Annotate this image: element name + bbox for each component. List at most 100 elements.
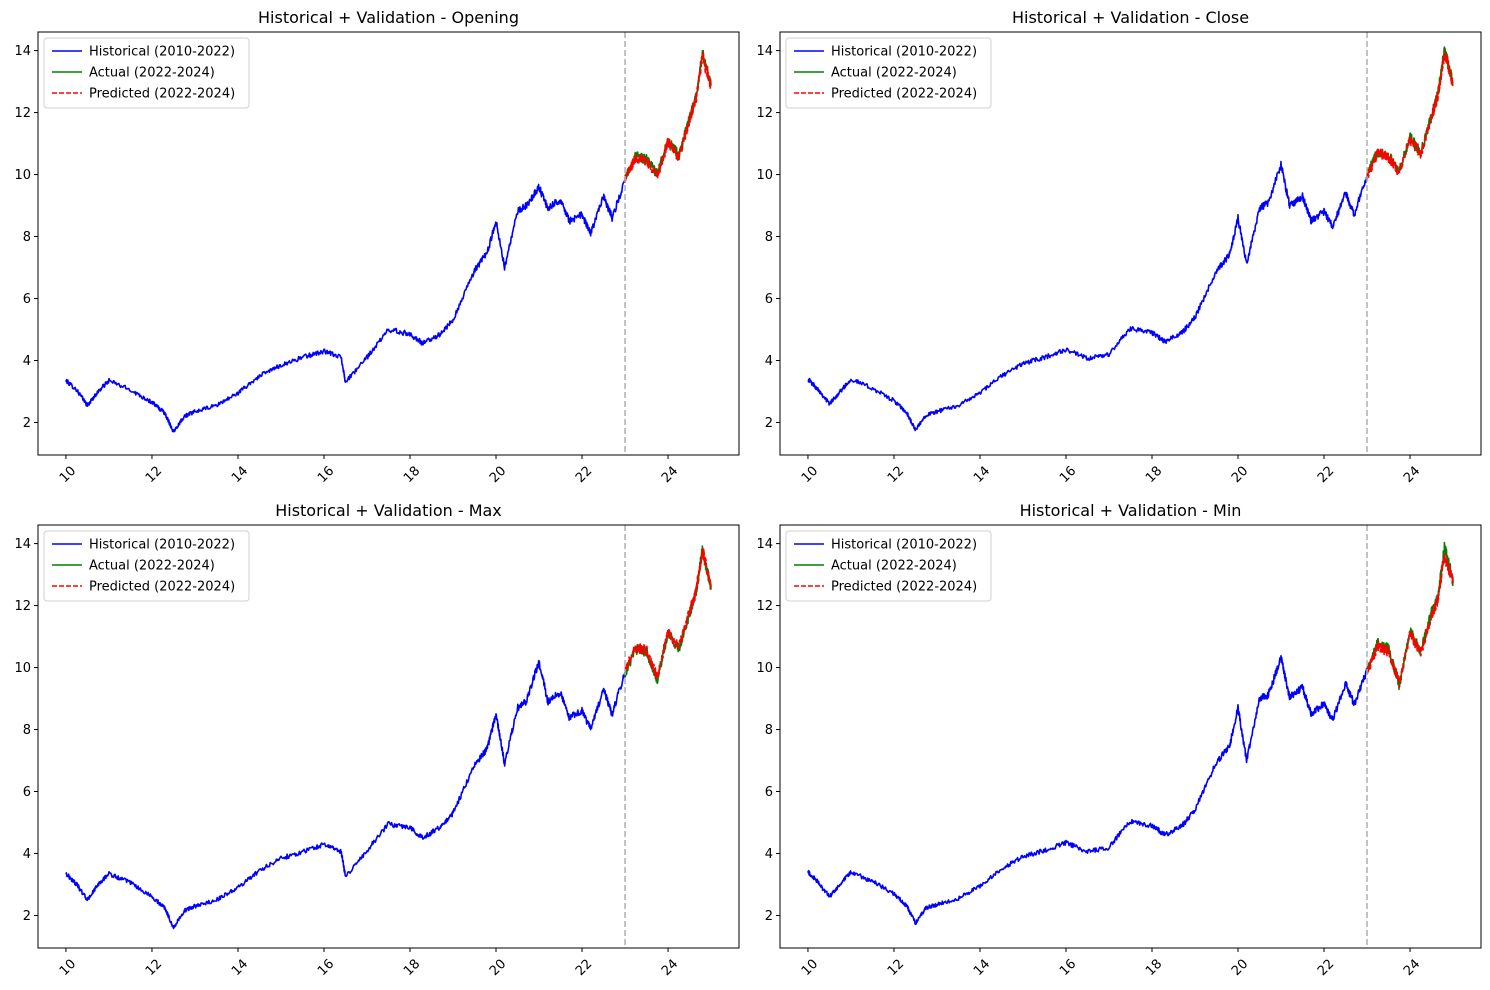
x-tick-label: 20 bbox=[1229, 464, 1251, 486]
legend-label: Predicted (2022-2024) bbox=[831, 580, 977, 595]
legend-box bbox=[785, 37, 992, 109]
y-tick-label: 8 bbox=[23, 723, 31, 738]
y-tick-label: 12 bbox=[14, 599, 31, 614]
axes-frame bbox=[779, 524, 1482, 949]
axes-frame bbox=[779, 31, 1482, 456]
x-tick-label: 24 bbox=[1401, 464, 1423, 486]
series-line-1 bbox=[807, 654, 1368, 926]
y-tick-label: 12 bbox=[756, 106, 773, 121]
x-tick-label: 12 bbox=[885, 957, 907, 979]
legend-label: Actual (2022-2024) bbox=[831, 66, 957, 81]
chart-panel-2: Historical + Validation - Close246810121… bbox=[756, 8, 1482, 486]
legend-label: Predicted (2022-2024) bbox=[89, 87, 235, 102]
legend-label: Actual (2022-2024) bbox=[831, 559, 957, 574]
legend-label: Predicted (2022-2024) bbox=[831, 87, 977, 102]
axes-frame bbox=[37, 524, 740, 949]
x-tick-label: 12 bbox=[143, 464, 165, 486]
series-line-3 bbox=[624, 547, 712, 680]
chart-title: Historical + Validation - Max bbox=[275, 501, 502, 520]
y-tick-label: 14 bbox=[756, 537, 773, 552]
series-line-1 bbox=[65, 179, 626, 433]
y-tick-label: 6 bbox=[765, 292, 773, 307]
x-tick-label: 12 bbox=[143, 957, 165, 979]
legend-box bbox=[43, 530, 250, 602]
x-tick-label: 16 bbox=[1057, 464, 1079, 486]
x-tick-label: 24 bbox=[659, 957, 681, 979]
y-tick-label: 10 bbox=[14, 168, 31, 183]
y-tick-label: 8 bbox=[765, 230, 773, 245]
chart-panel-1: Historical + Validation - Opening2468101… bbox=[14, 8, 740, 486]
y-tick-label: 12 bbox=[14, 106, 31, 121]
legend-box bbox=[43, 37, 250, 109]
y-tick-label: 8 bbox=[23, 230, 31, 245]
series-line-2 bbox=[1366, 46, 1454, 180]
x-tick-label: 18 bbox=[401, 464, 423, 486]
x-tick-label: 14 bbox=[229, 957, 251, 979]
y-tick-label: 2 bbox=[23, 416, 31, 431]
series-line-3 bbox=[624, 52, 712, 184]
axes-frame bbox=[37, 31, 740, 456]
y-tick-label: 10 bbox=[756, 168, 773, 183]
x-tick-label: 20 bbox=[1229, 957, 1251, 979]
legend-label: Actual (2022-2024) bbox=[89, 559, 215, 574]
x-tick-label: 14 bbox=[971, 464, 993, 486]
series-line-1 bbox=[65, 659, 626, 930]
x-tick-label: 18 bbox=[1143, 957, 1165, 979]
legend-box bbox=[785, 530, 992, 602]
chart-title: Historical + Validation - Opening bbox=[258, 8, 519, 27]
x-tick-label: 24 bbox=[1401, 957, 1423, 979]
series-line-3 bbox=[1366, 553, 1454, 689]
series-line-1 bbox=[807, 160, 1368, 432]
y-tick-label: 14 bbox=[14, 537, 31, 552]
chart-panel-4: Historical + Validation - Min24681012141… bbox=[756, 501, 1482, 979]
legend-label: Historical (2010-2022) bbox=[89, 538, 235, 553]
y-tick-label: 2 bbox=[765, 909, 773, 924]
y-tick-label: 2 bbox=[23, 909, 31, 924]
y-tick-label: 4 bbox=[765, 354, 773, 369]
chart-title: Historical + Validation - Close bbox=[1012, 8, 1249, 27]
x-tick-label: 14 bbox=[971, 957, 993, 979]
y-tick-label: 8 bbox=[765, 723, 773, 738]
x-tick-label: 18 bbox=[1143, 464, 1165, 486]
x-tick-label: 10 bbox=[57, 464, 79, 486]
chart-panel-3: Historical + Validation - Max24681012141… bbox=[14, 501, 740, 979]
legend-label: Historical (2010-2022) bbox=[89, 45, 235, 60]
x-tick-label: 24 bbox=[659, 464, 681, 486]
legend-label: Historical (2010-2022) bbox=[831, 538, 977, 553]
x-tick-label: 18 bbox=[401, 957, 423, 979]
y-tick-label: 10 bbox=[756, 661, 773, 676]
x-tick-label: 16 bbox=[315, 957, 337, 979]
y-tick-label: 6 bbox=[23, 785, 31, 800]
y-tick-label: 12 bbox=[756, 599, 773, 614]
y-tick-label: 4 bbox=[765, 847, 773, 862]
y-tick-label: 10 bbox=[14, 661, 31, 676]
legend-label: Historical (2010-2022) bbox=[831, 45, 977, 60]
x-tick-label: 16 bbox=[315, 464, 337, 486]
series-line-2 bbox=[624, 545, 712, 685]
legend-label: Predicted (2022-2024) bbox=[89, 580, 235, 595]
y-tick-label: 14 bbox=[14, 44, 31, 59]
x-tick-label: 10 bbox=[799, 464, 821, 486]
y-tick-label: 14 bbox=[756, 44, 773, 59]
x-tick-label: 22 bbox=[1315, 464, 1337, 486]
x-tick-label: 10 bbox=[57, 957, 79, 979]
series-line-3 bbox=[1366, 49, 1454, 181]
x-tick-label: 22 bbox=[573, 464, 595, 486]
x-tick-label: 20 bbox=[487, 464, 509, 486]
x-tick-label: 14 bbox=[229, 464, 251, 486]
x-tick-label: 20 bbox=[487, 957, 509, 979]
y-tick-label: 4 bbox=[23, 354, 31, 369]
x-tick-label: 16 bbox=[1057, 957, 1079, 979]
series-line-2 bbox=[1366, 541, 1454, 691]
x-tick-label: 12 bbox=[885, 464, 907, 486]
legend-label: Actual (2022-2024) bbox=[89, 66, 215, 81]
x-tick-label: 22 bbox=[573, 957, 595, 979]
y-tick-label: 2 bbox=[765, 416, 773, 431]
y-tick-label: 4 bbox=[23, 847, 31, 862]
chart-title: Historical + Validation - Min bbox=[1020, 501, 1242, 520]
y-tick-label: 6 bbox=[765, 785, 773, 800]
x-tick-label: 10 bbox=[799, 957, 821, 979]
x-tick-label: 22 bbox=[1315, 957, 1337, 979]
y-tick-label: 6 bbox=[23, 292, 31, 307]
